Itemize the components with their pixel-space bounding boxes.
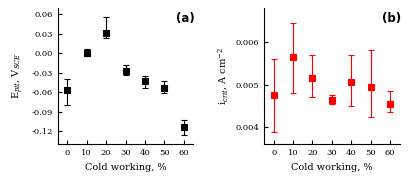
- X-axis label: Cold working, %: Cold working, %: [85, 163, 166, 172]
- Y-axis label: i$_{crit}$, A cm$^{-2}$: i$_{crit}$, A cm$^{-2}$: [216, 47, 229, 105]
- Text: (a): (a): [176, 12, 194, 25]
- Y-axis label: E$_{pit}$, V$_{SCE}$: E$_{pit}$, V$_{SCE}$: [11, 53, 26, 99]
- Text: (b): (b): [382, 12, 401, 25]
- X-axis label: Cold working, %: Cold working, %: [291, 163, 372, 172]
